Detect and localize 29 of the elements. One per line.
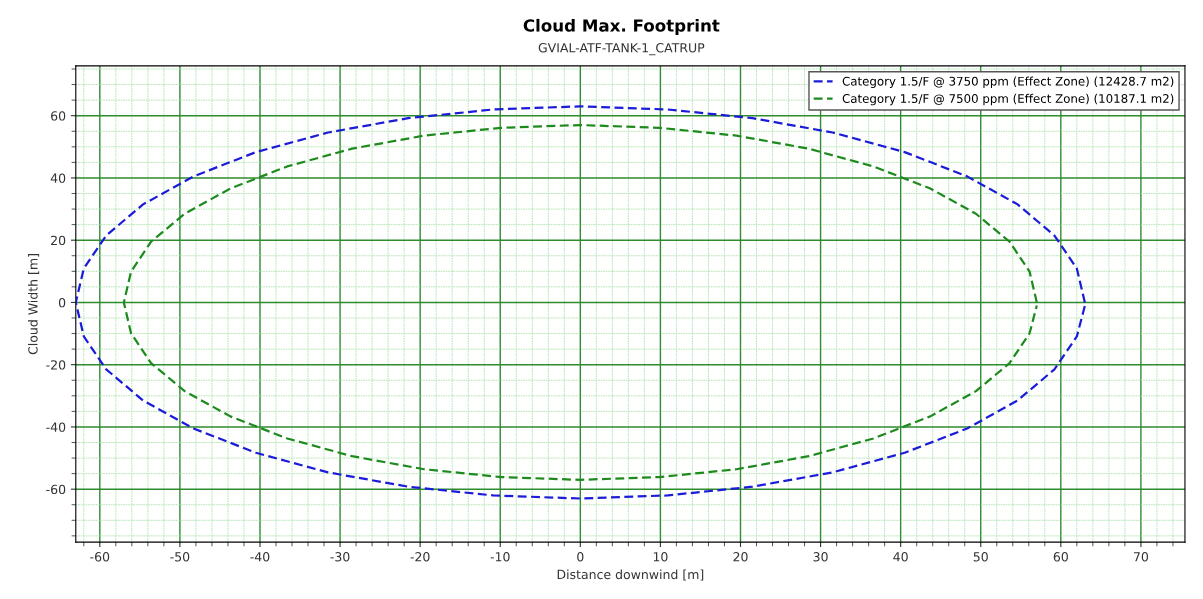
- x-tick-label: -10: [490, 552, 510, 562]
- y-tick-label: -60: [46, 484, 66, 495]
- x-axis-title: Distance downwind [m]: [557, 569, 704, 581]
- x-tick-label: -60: [90, 552, 110, 562]
- legend-label: Category 1.5/F @ 3750 ppm (Effect Zone) (12428.7 m2): [842, 76, 1174, 88]
- y-tick-label: 20: [51, 235, 66, 246]
- y-tick-label: -20: [46, 360, 66, 370]
- line-series: [75, 105, 1086, 500]
- x-tick-label: -50: [170, 552, 190, 562]
- x-tick-label: -40: [250, 552, 270, 562]
- y-tick-label: -40: [46, 422, 66, 432]
- x-tick-label: 60: [1053, 552, 1068, 562]
- x-tick-label: 0: [577, 552, 584, 562]
- line-series: [122, 123, 1038, 481]
- x-tick-label: 10: [653, 552, 668, 562]
- chart-subtitle: GVIAL-ATF-TANK-1_CATRUP: [538, 43, 705, 56]
- x-tick-label: 70: [1133, 552, 1149, 562]
- x-tick-label: 20: [733, 552, 748, 562]
- y-axis-title: Cloud Width [m]: [28, 254, 40, 355]
- y-tick-label: 60: [51, 111, 66, 121]
- x-tick-label: 30: [813, 552, 828, 562]
- y-tick-label: 0: [58, 297, 66, 308]
- x-tick-label: 50: [973, 552, 988, 562]
- x-tick-label: -20: [410, 552, 430, 562]
- legend-label: Category 1.5/F @ 7500 ppm (Effect Zone) (10187.1 m2): [842, 93, 1174, 106]
- y-tick-label: 40: [50, 173, 66, 183]
- x-tick-label: 40: [893, 552, 908, 562]
- x-tick-label: -30: [330, 552, 350, 562]
- chart-title: Cloud Max. Footprint: [523, 18, 720, 36]
